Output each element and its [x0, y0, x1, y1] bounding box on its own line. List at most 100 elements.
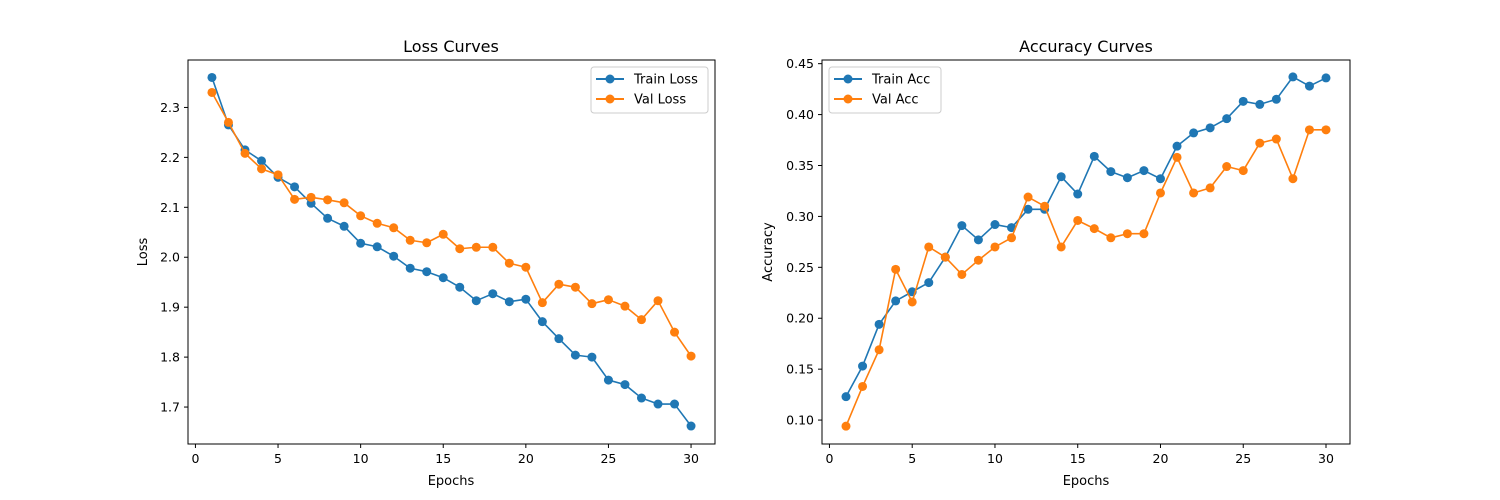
- y-tick-label: 2.3: [160, 100, 180, 115]
- data-point-val-loss: [587, 299, 597, 309]
- data-point-train-acc: [858, 361, 868, 371]
- data-point-val-loss: [356, 211, 366, 221]
- data-point-train-loss: [554, 334, 564, 344]
- series-val-acc: [841, 125, 1331, 431]
- series-line-val-acc: [845, 129, 1326, 427]
- legend: Train Acc Val Acc: [828, 66, 942, 114]
- data-point-val-loss: [488, 242, 498, 252]
- data-point-val-acc: [1089, 224, 1099, 234]
- axis-ticks: 0 5 10 15 20 25 30 1.7 1.8 1.9 2.0 2.1 2.2 2.3: [160, 100, 699, 466]
- data-point-val-loss: [504, 258, 514, 268]
- data-point-val-acc: [1073, 215, 1083, 225]
- data-point-train-loss: [207, 72, 217, 82]
- data-point-train-loss: [620, 380, 630, 390]
- data-point-val-acc: [1139, 229, 1149, 239]
- x-tick-label: 0: [825, 451, 833, 466]
- data-point-train-loss: [339, 221, 349, 231]
- data-point-val-loss: [620, 301, 630, 311]
- data-point-val-loss: [223, 117, 233, 127]
- x-tick-label: 20: [518, 451, 534, 466]
- data-point-val-loss: [603, 295, 613, 305]
- x-axis-label: Epochs: [428, 474, 475, 489]
- data-point-val-acc: [1321, 125, 1331, 135]
- chart-title: Loss Curves: [403, 37, 499, 56]
- x-tick-label: 30: [683, 451, 699, 466]
- data-point-train-loss: [537, 317, 547, 327]
- data-point-train-acc: [891, 296, 901, 306]
- data-point-val-loss: [323, 195, 333, 205]
- data-point-train-acc: [924, 278, 934, 288]
- series-layer: [207, 72, 696, 431]
- legend-label-val-loss: Val Loss: [634, 93, 686, 108]
- data-point-val-acc: [1304, 125, 1314, 135]
- data-point-val-loss: [257, 164, 267, 174]
- legend-label-val-acc: Val Acc: [872, 93, 919, 108]
- x-tick-label: 15: [435, 451, 451, 466]
- data-point-train-acc: [1189, 128, 1199, 138]
- loss-chart-panel: Loss Curves 0 5 10 15 20 25 30 1.7 1.8 1.9 2.0 2.1 2…: [136, 37, 716, 489]
- data-point-train-loss: [422, 267, 432, 277]
- data-point-train-acc: [841, 392, 851, 402]
- data-point-val-loss: [306, 192, 316, 202]
- y-tick-label: 2.2: [160, 150, 180, 165]
- data-point-val-acc: [1205, 183, 1215, 193]
- data-point-train-acc: [1139, 166, 1149, 176]
- plot-frame: [821, 59, 1351, 445]
- data-point-val-acc: [907, 297, 917, 307]
- data-point-val-acc: [1189, 188, 1199, 198]
- data-point-val-acc: [990, 242, 1000, 252]
- x-tick-label: 15: [1070, 451, 1086, 466]
- legend: Train Loss Val Loss: [590, 66, 709, 114]
- data-point-train-acc: [990, 220, 1000, 230]
- data-point-train-loss: [587, 352, 597, 362]
- data-point-train-loss: [257, 156, 267, 166]
- data-point-train-loss: [438, 273, 448, 283]
- data-point-train-loss: [603, 375, 613, 385]
- data-point-train-acc: [1007, 223, 1017, 233]
- y-tick-label: 1.8: [160, 350, 180, 365]
- x-tick-label: 10: [987, 451, 1003, 466]
- data-point-train-loss: [504, 297, 514, 307]
- legend-marker-train-acc: [843, 74, 853, 84]
- y-tick-label: 2.1: [160, 200, 180, 215]
- data-point-train-loss: [686, 421, 696, 431]
- x-tick-label: 0: [191, 451, 199, 466]
- data-point-val-acc: [1155, 188, 1165, 198]
- y-tick-label: 0.25: [786, 260, 814, 275]
- data-point-val-loss: [372, 218, 382, 228]
- plot-frame: [187, 59, 716, 445]
- data-point-val-loss: [686, 351, 696, 361]
- data-point-val-loss: [438, 229, 448, 239]
- y-tick-label: 0.35: [786, 158, 814, 173]
- data-point-train-loss: [670, 399, 680, 409]
- data-point-val-acc: [1040, 201, 1050, 211]
- data-point-train-acc: [1304, 81, 1314, 91]
- x-tick-label: 30: [1318, 451, 1334, 466]
- y-tick-label: 0.10: [786, 413, 814, 428]
- y-tick-label: 0.40: [786, 107, 814, 122]
- y-tick-label: 0.20: [786, 311, 814, 326]
- data-point-train-acc: [1155, 174, 1165, 184]
- data-point-val-acc: [940, 252, 950, 262]
- y-tick-label: 1.7: [160, 400, 180, 415]
- data-point-val-loss: [570, 282, 580, 292]
- x-tick-label: 25: [600, 451, 616, 466]
- data-point-val-loss: [422, 238, 432, 248]
- x-tick-label: 10: [353, 451, 369, 466]
- y-tick-label: 2.0: [160, 250, 180, 265]
- data-point-val-acc: [1222, 162, 1232, 172]
- data-point-train-loss: [323, 213, 333, 223]
- y-tick-label: 0.15: [786, 362, 814, 377]
- data-point-val-loss: [653, 296, 663, 306]
- data-point-train-loss: [356, 238, 366, 248]
- data-point-train-acc: [1238, 96, 1248, 106]
- data-point-val-loss: [405, 235, 415, 245]
- data-point-train-loss: [488, 289, 498, 299]
- data-point-val-acc: [957, 269, 967, 279]
- data-point-train-acc: [1089, 151, 1099, 161]
- legend-marker-val-loss: [605, 94, 615, 104]
- data-point-val-acc: [1288, 174, 1298, 184]
- data-point-train-acc: [1172, 141, 1182, 151]
- data-point-train-acc: [1056, 172, 1066, 182]
